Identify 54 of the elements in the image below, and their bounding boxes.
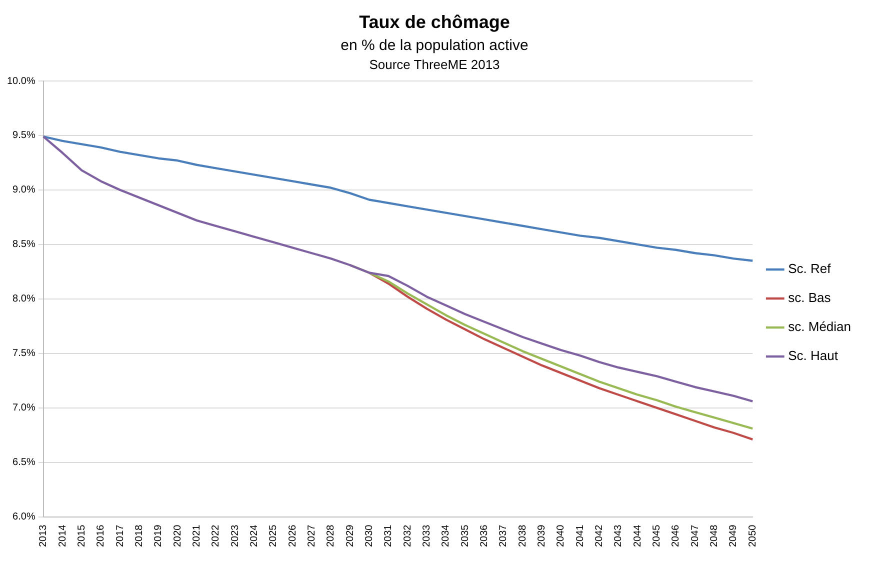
x-tick-label: 2050 bbox=[747, 524, 758, 548]
x-tick-label: 2039 bbox=[536, 524, 548, 548]
x-tick-label: 2048 bbox=[709, 524, 720, 548]
y-tick-label: 6.5% bbox=[12, 457, 36, 468]
x-tick-label: 2030 bbox=[364, 524, 375, 548]
x-tick-label: 2049 bbox=[728, 524, 740, 548]
x-tick-label: 2022 bbox=[210, 524, 222, 548]
x-tick-label: 2031 bbox=[383, 524, 394, 548]
x-tick-label: 2013 bbox=[38, 524, 50, 548]
x-tick-label: 2033 bbox=[422, 524, 432, 548]
x-tick-label: 2032 bbox=[402, 524, 414, 548]
x-tick-label: 2035 bbox=[460, 524, 471, 548]
y-tick-label: 8.5% bbox=[12, 239, 36, 250]
chart-subtitle: en % de la population active bbox=[340, 37, 530, 54]
x-tick-label: 2034 bbox=[440, 524, 452, 548]
y-tick-label: 9.0% bbox=[12, 184, 36, 196]
x-tick-label: 2021 bbox=[191, 524, 202, 548]
x-tick-label: 2024 bbox=[248, 524, 260, 548]
x-tick-label: 2018 bbox=[134, 524, 145, 548]
x-tick-label: 2027 bbox=[306, 524, 318, 548]
x-tick-label: 2017 bbox=[114, 524, 126, 548]
x-tick-label: 2037 bbox=[498, 524, 510, 548]
x-tick-label: 2016 bbox=[96, 524, 107, 548]
x-tick-label: 2045 bbox=[652, 524, 663, 548]
x-tick-label: 2020 bbox=[172, 524, 184, 548]
y-tick-label: 7.0% bbox=[12, 402, 36, 414]
x-tick-label: 2019 bbox=[153, 524, 164, 548]
x-tick-label: 2015 bbox=[76, 524, 88, 548]
x-tick-label: 2038 bbox=[517, 524, 528, 548]
legend-label: Sc. Ref bbox=[788, 261, 832, 276]
x-tick-label: 2029 bbox=[344, 524, 356, 548]
x-tick-label: 2014 bbox=[57, 524, 68, 548]
x-tick-label: 2025 bbox=[268, 524, 280, 548]
legend-label: sc. Médian bbox=[788, 319, 852, 334]
x-tick-label: 2046 bbox=[670, 524, 682, 548]
x-tick-label: 2043 bbox=[613, 524, 624, 548]
x-tick-label: 2047 bbox=[690, 524, 701, 548]
source-note: Source ThreeME 2013 bbox=[368, 57, 501, 72]
x-tick-label: 2036 bbox=[479, 524, 490, 548]
x-tick-label: 2044 bbox=[632, 524, 644, 548]
y-tick-label: 6.0% bbox=[12, 512, 36, 523]
chart-title: Taux de chômage bbox=[358, 11, 511, 33]
x-tick-label: 2026 bbox=[287, 524, 298, 548]
y-tick-label: 9.5% bbox=[12, 130, 36, 142]
x-tick-label: 2023 bbox=[230, 524, 241, 548]
x-tick-label: 2042 bbox=[594, 524, 606, 548]
x-tick-label: 2028 bbox=[326, 524, 337, 548]
x-tick-label: 2040 bbox=[556, 524, 567, 548]
y-tick-label: 8.0% bbox=[12, 294, 36, 305]
legend-label: sc. Bas bbox=[788, 290, 832, 306]
y-tick-label: 7.5% bbox=[12, 348, 36, 360]
y-tick-label: 10.0% bbox=[6, 76, 36, 87]
legend-label: Sc. Haut bbox=[788, 348, 838, 364]
x-tick-label: 2041 bbox=[574, 524, 586, 548]
